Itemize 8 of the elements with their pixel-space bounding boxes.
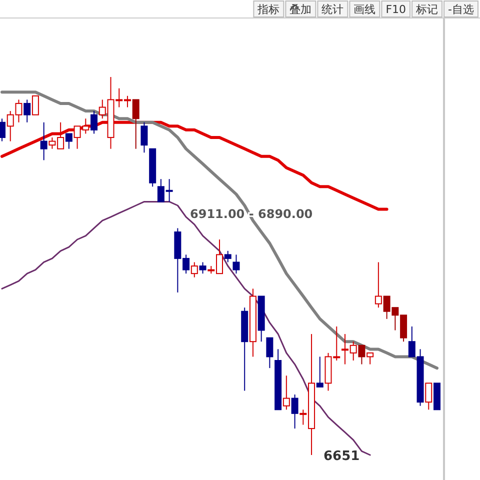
- text: -自选: [448, 3, 474, 16]
- annotation: 6651: [324, 449, 360, 464]
- text: 叠加: [290, 3, 312, 16]
- text: 标记: [415, 3, 438, 16]
- text: 画线: [354, 3, 376, 16]
- text: F10: [386, 3, 406, 16]
- text: 统计: [322, 3, 344, 16]
- text: 指标: [256, 3, 280, 16]
